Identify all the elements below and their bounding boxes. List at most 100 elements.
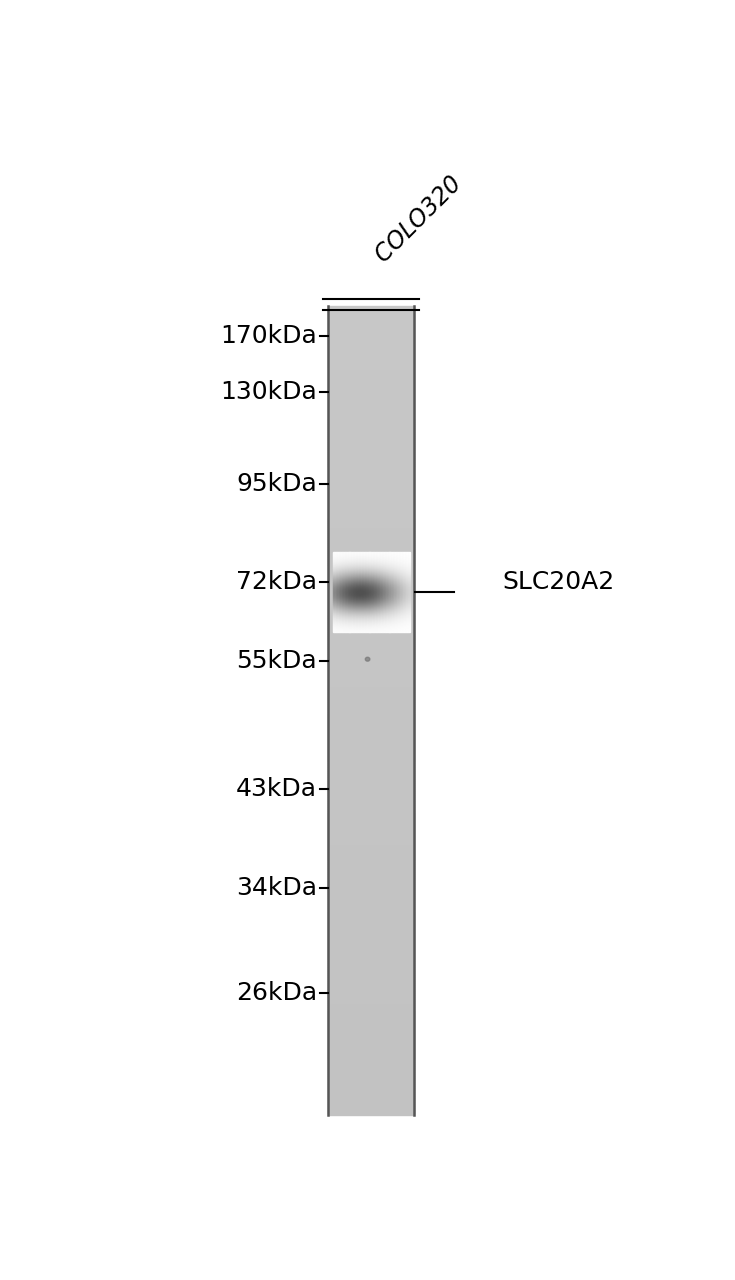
- Bar: [395, 586, 397, 588]
- Bar: [332, 554, 334, 556]
- Bar: [402, 589, 404, 590]
- Bar: [408, 554, 409, 556]
- Bar: [357, 595, 359, 596]
- Bar: [368, 568, 370, 570]
- Bar: [406, 567, 408, 568]
- Bar: [329, 886, 414, 888]
- Bar: [359, 596, 360, 598]
- Bar: [370, 594, 371, 595]
- Bar: [345, 576, 346, 577]
- Bar: [404, 575, 405, 576]
- Bar: [337, 573, 339, 575]
- Bar: [374, 609, 376, 611]
- Bar: [377, 596, 379, 598]
- Bar: [342, 585, 343, 586]
- Bar: [397, 580, 399, 581]
- Bar: [359, 561, 360, 562]
- Bar: [346, 596, 348, 598]
- Bar: [353, 561, 354, 562]
- Bar: [395, 556, 397, 557]
- Bar: [381, 556, 384, 557]
- Bar: [408, 598, 409, 599]
- Bar: [397, 566, 399, 567]
- Bar: [339, 591, 340, 593]
- Bar: [360, 575, 362, 576]
- Bar: [365, 567, 367, 568]
- Bar: [348, 576, 350, 577]
- Bar: [334, 611, 336, 612]
- Bar: [360, 622, 362, 623]
- Bar: [339, 599, 340, 600]
- Bar: [373, 568, 374, 570]
- Bar: [395, 559, 397, 561]
- Bar: [362, 558, 363, 559]
- Bar: [387, 561, 388, 562]
- Bar: [398, 568, 401, 570]
- Bar: [394, 553, 395, 554]
- Bar: [405, 559, 406, 561]
- Bar: [376, 623, 377, 625]
- Bar: [404, 604, 405, 605]
- Bar: [363, 572, 365, 573]
- Bar: [332, 582, 334, 584]
- Text: 95kDa: 95kDa: [236, 472, 317, 495]
- Bar: [404, 571, 405, 572]
- Bar: [394, 600, 395, 602]
- Bar: [360, 591, 362, 593]
- Bar: [401, 626, 402, 627]
- Bar: [401, 577, 402, 579]
- Text: SLC20A2: SLC20A2: [502, 571, 614, 594]
- Bar: [340, 586, 342, 588]
- Bar: [329, 1051, 414, 1053]
- Bar: [392, 573, 394, 575]
- Bar: [377, 582, 379, 584]
- Bar: [354, 561, 356, 562]
- Bar: [368, 591, 370, 593]
- Bar: [402, 588, 404, 589]
- Bar: [329, 548, 414, 550]
- Bar: [363, 598, 365, 599]
- Bar: [397, 616, 399, 617]
- Bar: [381, 553, 384, 554]
- Bar: [329, 956, 414, 959]
- Bar: [371, 570, 373, 571]
- Bar: [345, 558, 346, 559]
- Bar: [329, 1065, 414, 1068]
- Bar: [404, 618, 405, 620]
- Bar: [395, 568, 397, 570]
- Bar: [362, 585, 363, 586]
- Bar: [359, 564, 360, 566]
- Bar: [354, 580, 356, 581]
- Bar: [340, 570, 342, 571]
- Bar: [365, 596, 367, 598]
- Bar: [357, 567, 359, 568]
- Bar: [353, 618, 354, 620]
- Bar: [402, 598, 404, 599]
- Bar: [354, 556, 356, 557]
- Bar: [336, 563, 337, 564]
- Bar: [394, 579, 395, 580]
- Bar: [346, 584, 348, 585]
- Bar: [387, 611, 388, 612]
- Bar: [329, 803, 414, 805]
- Bar: [391, 570, 392, 571]
- Bar: [329, 997, 414, 1000]
- Bar: [351, 577, 353, 579]
- Bar: [408, 568, 409, 570]
- Bar: [401, 617, 402, 618]
- Bar: [332, 617, 334, 618]
- Bar: [360, 553, 362, 554]
- Bar: [329, 524, 414, 526]
- Bar: [365, 573, 367, 575]
- Bar: [363, 576, 365, 577]
- Bar: [360, 627, 362, 628]
- Bar: [356, 596, 357, 598]
- Bar: [402, 579, 404, 580]
- Bar: [365, 627, 367, 628]
- Bar: [340, 568, 342, 570]
- Bar: [392, 620, 394, 621]
- Bar: [340, 558, 342, 559]
- Bar: [379, 575, 380, 576]
- Bar: [337, 552, 339, 553]
- Bar: [346, 566, 348, 567]
